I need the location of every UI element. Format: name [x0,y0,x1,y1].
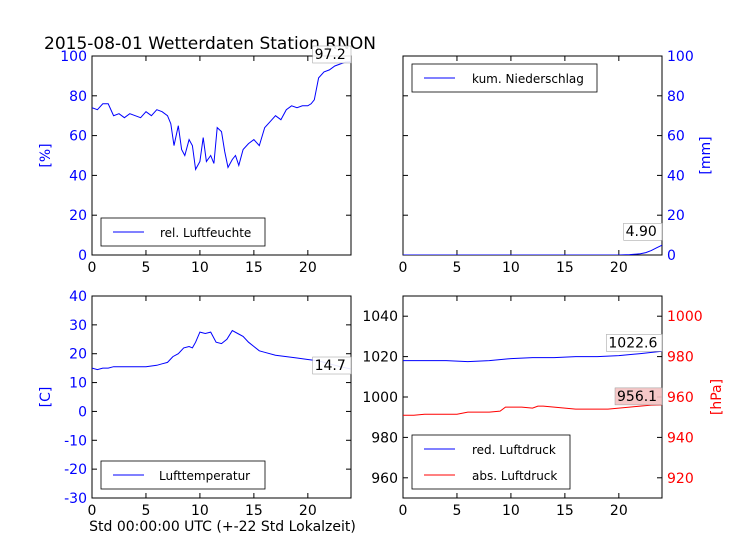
y-tick-label: 1000 [362,390,398,406]
x-tick-label: 20 [299,260,317,276]
y-tick-label: 0 [78,248,87,264]
x-tick-label: 0 [399,503,408,519]
legend-entry: rel. Luftfeuchte [160,226,251,240]
last-value-box [623,222,663,241]
y2-tick-label: 1000 [667,309,703,325]
figure-title: 2015-08-01 Wetterdaten Station RNON [44,34,376,54]
series-line-temperature-0 [92,329,351,371]
x-tick-label: 5 [452,503,461,519]
x-tick-label: 5 [141,503,150,519]
series-line-pressure-0 [403,350,662,363]
y-tick-label: 40 [69,289,87,305]
y-tick-label: 60 [667,129,685,145]
y-tick-label: 100 [667,49,694,65]
y-axis-label: [%] [38,143,54,167]
plot-frame [91,55,352,256]
series-line-humidity-0 [92,61,351,171]
x-tick-label: 15 [245,503,263,519]
panel-humidity: 0 5 10 15 20 0 20 40 60 80 100 [%] 97.2 rel. Luftfeuc… [38,45,352,276]
y-tick-label: 20 [69,208,87,224]
legend-humidity: rel. Luftfeuchte [100,217,266,247]
y-tick-label: 960 [371,471,398,487]
y-tick-label: 100 [60,49,87,65]
y-axis-label: [C] [38,387,54,408]
y-tick-label: 20 [667,208,685,224]
series-line-precipitation-0 [403,244,662,255]
y-tick-label: 20 [69,347,87,363]
y-tick-label: 80 [667,89,685,105]
y2-tick-label: 940 [667,430,694,446]
y-tick-label: -20 [64,462,87,478]
legend-box [411,434,571,490]
panel-precipitation: 0 5 10 15 20 0 20 40 60 80 100 [mm] 4.90 kum. Nieders… [399,49,714,276]
legend-entry: Lufttemperatur [159,469,250,483]
last-value-box [606,334,663,352]
x-tick-label: 20 [299,503,317,519]
y-tick-label: 40 [667,168,685,184]
x-tick-label: 0 [399,260,408,276]
y-tick-label: -10 [64,433,87,449]
panel-temperature: 0 5 10 15 20 -30 -20 -10 0 10 20 30 40 [C] Std 00:00:0… [38,289,356,535]
x-tick-label: 15 [556,503,574,519]
y-tick-label: 0 [667,248,676,264]
legend-entry: red. Luftdruck [472,443,556,457]
y-axis-label: [mm] [698,136,714,174]
last-value-box [312,45,352,64]
y-tick-label: 40 [69,168,87,184]
plot-frame [91,295,352,499]
last-value-box [312,356,352,375]
y-tick-label: 30 [69,318,87,334]
x-tick-label: 10 [502,260,520,276]
last-value-box [614,387,663,406]
series-line-pressure-1 [403,404,662,416]
x-tick-label: 20 [610,503,628,519]
y-tick-label: 1020 [362,350,398,366]
last-value-label: 14.7 [315,358,346,374]
x-axis-label: Std 00:00:00 UTC (+-22 Std Lokalzeit) [89,519,356,535]
y-tick-label: 0 [78,404,87,420]
x-tick-label: 0 [88,260,97,276]
x-tick-label: 5 [452,260,461,276]
last-value-label: 956.1 [617,389,657,405]
legend-precipitation: kum. Niederschlag [411,63,598,93]
panel-pressure: 0 5 10 15 20 960 980 1000 1020 1040 920 940 960 980 10… [362,295,725,519]
legend-temperature: Lufttemperatur [100,460,266,490]
legend-entry: abs. Luftdruck [472,469,557,483]
x-tick-label: 10 [191,260,209,276]
y-tick-label: 1040 [362,309,398,325]
y2-axis-label: [hPa] [709,379,725,415]
last-value-label: 1022.6 [608,335,657,351]
x-tick-label: 10 [502,503,520,519]
x-tick-label: 20 [610,260,628,276]
y-tick-label: 60 [69,129,87,145]
x-tick-label: 10 [191,503,209,519]
y-tick-label: 10 [69,376,87,392]
y-tick-label: -30 [64,491,87,507]
x-tick-label: 0 [88,503,97,519]
y2-tick-label: 980 [667,350,694,366]
x-tick-label: 5 [141,260,150,276]
y-tick-label: 980 [371,430,398,446]
legend-entry: kum. Niederschlag [472,72,584,86]
last-value-label: 97.2 [315,47,346,63]
y2-tick-label: 960 [667,390,694,406]
y-tick-label: 80 [69,89,87,105]
x-tick-label: 15 [556,260,574,276]
x-tick-label: 15 [245,260,263,276]
y2-tick-label: 920 [667,471,694,487]
legend-pressure: red. Luftdruck abs. Luftdruck [411,434,571,490]
last-value-label: 4.90 [626,224,657,240]
